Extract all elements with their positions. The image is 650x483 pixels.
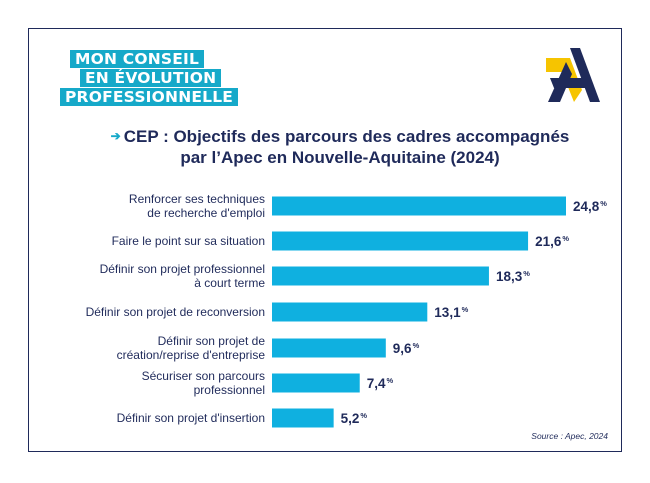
value-label-3: 18,3% (496, 269, 530, 284)
logo-line-3: PROFESSIONNELLE (60, 88, 239, 106)
title-line-2: par l’Apec en Nouvelle-Aquitaine (2024) (180, 148, 500, 167)
value-unit-3: % (523, 269, 530, 278)
source-note: Source : Apec, 2024 (531, 431, 608, 441)
bar-7 (272, 408, 334, 428)
value-label-2: 21,6% (535, 234, 569, 249)
logo-line-1: MON CONSEIL (70, 50, 205, 68)
value-label-5: 9,6% (393, 341, 420, 356)
chart-title: ➔ CEP : Objectifs des parcours des cadres… (80, 126, 600, 168)
value-label-7: 5,2% (341, 411, 368, 426)
category-label-6-line-2: professionnel (194, 383, 265, 397)
value-label-6: 7,4% (367, 376, 394, 391)
bar-6 (272, 373, 360, 393)
value-label-4: 13,1% (434, 305, 468, 320)
bar-4 (272, 302, 428, 322)
category-label-4: Définir son projet de reconversion (86, 305, 265, 319)
value-unit-1: % (600, 199, 607, 208)
category-label-2: Faire le point sur sa situation (112, 234, 265, 248)
arrow-right-icon: ➔ (110, 129, 121, 143)
category-label-1-line-2: de recherche d'emploi (147, 206, 265, 220)
category-label-6-line-1: Sécuriser son parcours (142, 369, 265, 383)
value-unit-5: % (413, 341, 420, 350)
category-label-5-line-1: Définir son projet de (158, 334, 266, 348)
logo-line-2: EN ÉVOLUTION (80, 69, 222, 87)
bar-2 (272, 231, 529, 251)
value-unit-2: % (562, 234, 569, 243)
value-label-1: 24,8% (573, 199, 607, 214)
category-label-7: Définir son projet d'insertion (117, 411, 265, 425)
category-label-3-line-2: à court terme (194, 276, 265, 290)
category-label-1-line-1: Renforcer ses techniques (129, 192, 265, 206)
bar-5 (272, 338, 386, 358)
value-unit-7: % (360, 411, 367, 420)
bar-1 (272, 196, 566, 216)
category-label-5-line-2: création/reprise d'entreprise (117, 348, 266, 362)
category-label-3-line-1: Définir son projet professionnel (100, 262, 265, 276)
bar-3 (272, 266, 489, 286)
apec-a-logo-icon (546, 48, 600, 102)
value-unit-6: % (387, 376, 394, 385)
value-unit-4: % (462, 305, 469, 314)
title-line-1: CEP : Objectifs des parcours des cadres … (123, 127, 570, 146)
